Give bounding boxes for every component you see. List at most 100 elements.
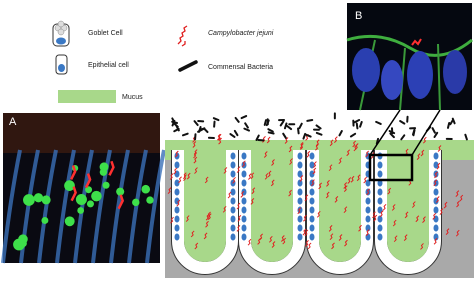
campylobacter-icon <box>177 25 188 47</box>
nucleus <box>297 233 303 241</box>
campylobacter <box>433 179 438 187</box>
epithelial-cell-icon <box>55 54 68 75</box>
panel-label: B <box>355 10 362 22</box>
campylobacter <box>169 173 174 180</box>
commensal <box>263 119 268 126</box>
commensal <box>240 115 248 120</box>
campylobacter <box>218 137 222 145</box>
legend-label: Campylobacter jejuni <box>208 30 274 37</box>
campylobacter <box>411 201 416 208</box>
nucleus <box>377 188 383 196</box>
nucleus <box>297 224 303 232</box>
commensal <box>315 131 323 136</box>
commensal <box>433 131 439 138</box>
legend-label: Epithelial cell <box>88 62 129 69</box>
goblet-signal <box>102 181 110 189</box>
tissue-band <box>55 149 76 264</box>
nucleus <box>230 188 236 196</box>
bacteria-signal <box>117 194 125 210</box>
campylobacter <box>217 133 222 141</box>
commensal <box>431 127 436 134</box>
commensal <box>202 127 209 134</box>
campylobacter <box>437 145 442 152</box>
nucleus <box>433 206 439 214</box>
zoom-box <box>368 109 441 182</box>
goblet-signal <box>64 216 75 227</box>
goblet-signal <box>116 187 125 196</box>
campylobacter <box>289 158 293 165</box>
campylobacter <box>387 187 392 195</box>
campylobacter <box>167 187 172 194</box>
campylobacter <box>356 174 361 182</box>
nucleus <box>241 152 247 160</box>
nucleus <box>297 152 303 160</box>
nucleus <box>309 233 315 241</box>
campylobacter <box>227 191 232 199</box>
commensal <box>388 130 396 135</box>
crypt-lumen <box>387 150 429 262</box>
microscopy-panel-a: A <box>1 113 166 264</box>
campylobacter <box>268 235 273 243</box>
nucleus <box>309 170 315 178</box>
goblet-signal <box>146 196 154 204</box>
campylobacter <box>334 196 339 203</box>
campylobacter <box>334 136 338 144</box>
campylobacter <box>315 143 319 151</box>
campylobacter <box>284 137 289 144</box>
nucleus <box>309 206 315 214</box>
nucleus <box>433 224 439 232</box>
campylobacter <box>263 151 268 158</box>
campylobacter <box>194 167 198 174</box>
crypt-lumen <box>251 150 293 262</box>
crypt-cells <box>307 150 373 274</box>
campylobacter <box>420 243 424 250</box>
campylobacter <box>271 241 276 248</box>
nucleus <box>297 161 303 169</box>
campylobacter <box>236 202 241 210</box>
campylobacter <box>459 194 464 202</box>
commensal <box>233 129 239 137</box>
nucleus <box>230 224 236 232</box>
microscopy-panel-b: B <box>346 3 473 111</box>
nucleus <box>241 206 247 214</box>
campylobacter <box>318 182 323 190</box>
campylobacter <box>365 150 370 158</box>
nucleus <box>309 197 315 205</box>
nucleus <box>174 215 180 223</box>
tissue-band <box>1 149 22 264</box>
nucleus <box>174 233 180 241</box>
campylobacter <box>313 161 317 168</box>
campylobacter <box>439 208 444 215</box>
campylobacter <box>223 167 228 174</box>
campylobacter <box>232 176 236 184</box>
campylobacter <box>297 207 302 215</box>
campylobacter <box>432 213 437 220</box>
campylobacter <box>282 237 287 245</box>
nucleus <box>230 170 236 178</box>
nucleus <box>241 188 247 196</box>
nucleus <box>230 215 236 223</box>
nucleus <box>297 197 303 205</box>
campylobacter <box>299 175 304 182</box>
commensal <box>305 133 312 138</box>
campylobacter <box>353 144 358 152</box>
nucleus <box>297 179 303 187</box>
commensal <box>464 133 468 141</box>
nucleus <box>365 197 371 205</box>
commensal <box>181 132 189 137</box>
nucleus <box>433 188 439 196</box>
commensal <box>267 128 274 133</box>
goblet-signal <box>41 195 51 205</box>
nucleus <box>309 224 315 232</box>
nucleus <box>174 206 180 214</box>
nucleus <box>309 215 315 223</box>
commensal <box>302 132 307 140</box>
bacteria-signal <box>84 173 92 189</box>
goblet-signal <box>77 207 85 214</box>
campylobacter <box>247 238 252 246</box>
crypt-cells <box>239 150 305 274</box>
campylobacter <box>207 211 211 219</box>
campylobacter <box>392 219 397 227</box>
nucleus <box>377 233 383 241</box>
campylobacter <box>288 145 293 153</box>
